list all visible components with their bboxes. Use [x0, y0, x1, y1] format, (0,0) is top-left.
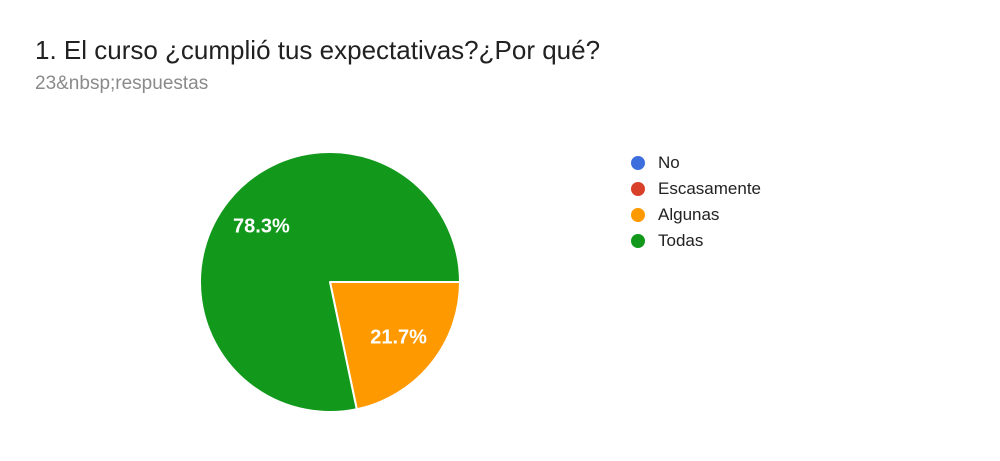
legend-item-label: Escasamente	[658, 179, 761, 198]
legend-swatch-icon	[631, 182, 645, 196]
pie-slice-label: 21.7%	[370, 327, 427, 349]
legend-swatch-icon	[631, 156, 645, 170]
pie-chart: 21.7% 78.3%	[199, 151, 461, 413]
legend-item-label: No	[658, 153, 680, 172]
legend-item-todas: Todas	[631, 228, 761, 254]
pie-slice-todas[interactable]	[199, 151, 461, 413]
legend-item-no: No	[631, 150, 761, 176]
pie-slice-label: 78.3%	[233, 215, 290, 237]
pie-slice-algunas[interactable]	[329, 281, 461, 411]
chart-legend: No Escasamente Algunas Todas	[631, 150, 761, 254]
legend-item-algunas: Algunas	[631, 202, 761, 228]
legend-item-label: Todas	[658, 231, 704, 250]
legend-item-escasamente: Escasamente	[631, 176, 761, 202]
legend-swatch-icon	[631, 234, 645, 248]
question-title: 1. El curso ¿cumplió tus expectativas?¿P…	[35, 35, 601, 65]
responses-count: 23&nbsp;respuestas	[35, 73, 209, 94]
legend-swatch-icon	[631, 208, 645, 222]
legend-item-label: Algunas	[658, 205, 720, 224]
